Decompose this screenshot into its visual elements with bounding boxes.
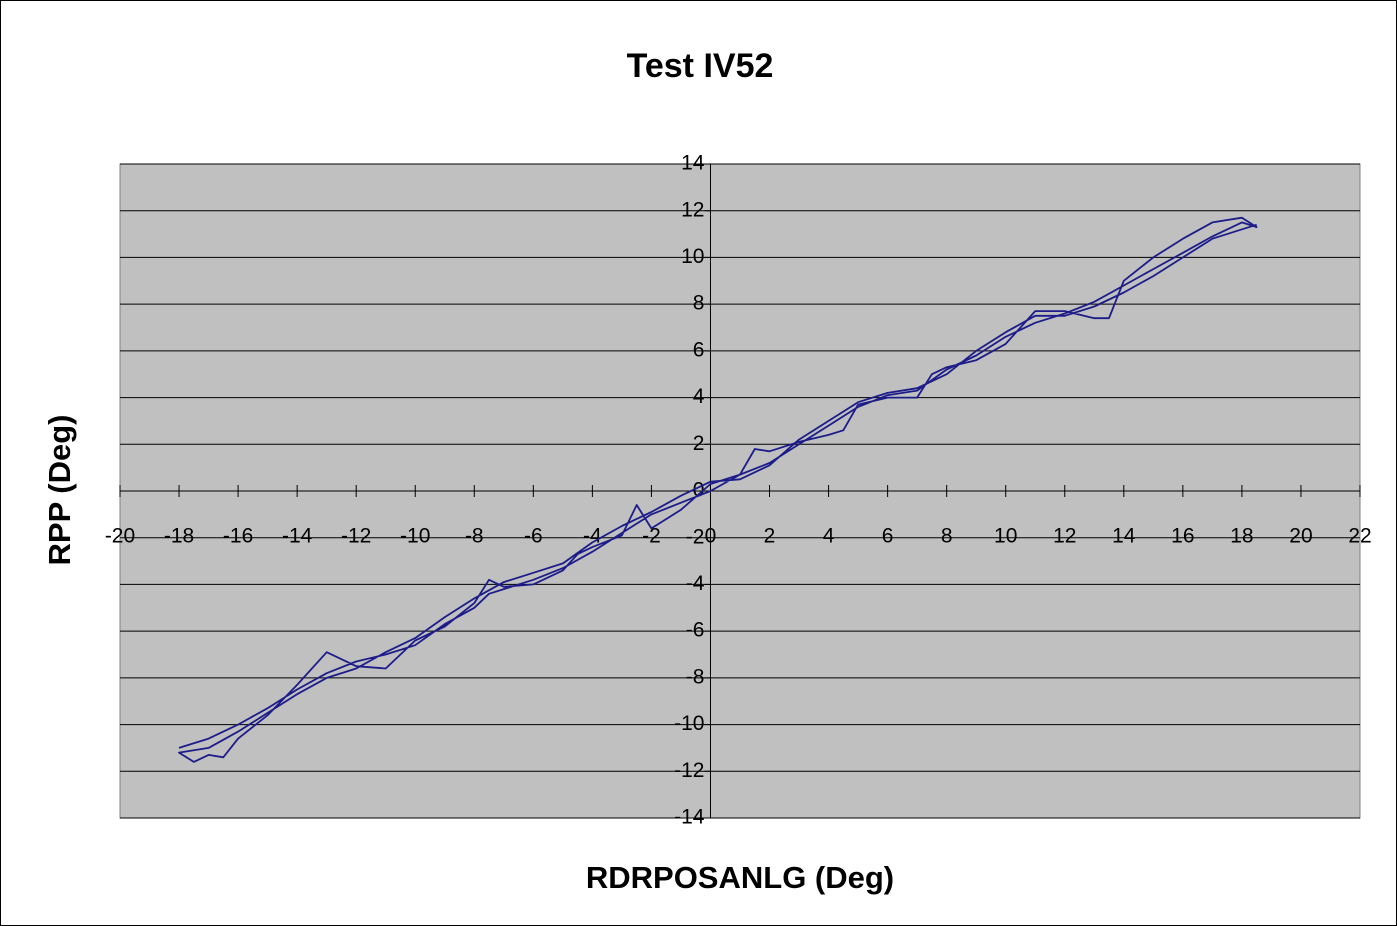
x-tick-label: 10 <box>994 525 1017 548</box>
y-tick-label: -14 <box>674 806 705 829</box>
x-tick-label: -2 <box>642 525 661 548</box>
y-tick-label: 6 <box>693 338 705 361</box>
y-tick-label: 4 <box>693 385 705 408</box>
x-tick-label: 14 <box>1112 525 1136 548</box>
x-tick-label: -6 <box>524 525 543 548</box>
x-tick-label: -4 <box>583 525 602 548</box>
x-tick-label: 18 <box>1230 525 1253 548</box>
x-tick-label: -14 <box>282 525 313 548</box>
x-tick-label: 12 <box>1053 525 1076 548</box>
x-tick-label: -16 <box>223 525 253 548</box>
chart-title: Test IV52 <box>627 47 774 85</box>
x-tick-label: 20 <box>1289 525 1312 548</box>
y-tick-label: -2 <box>686 525 705 548</box>
x-tick-label: 2 <box>764 525 776 548</box>
x-tick-label: -8 <box>465 525 484 548</box>
x-axis-label: RDRPOSANLG (Deg) <box>586 860 894 895</box>
y-tick-label: -6 <box>686 619 705 642</box>
x-tick-label: -10 <box>400 525 430 548</box>
y-tick-label: 8 <box>693 292 705 315</box>
x-tick-label: 6 <box>882 525 894 548</box>
x-tick-label: 8 <box>941 525 953 548</box>
y-tick-label: 0 <box>693 479 705 502</box>
y-tick-label: -8 <box>686 665 705 688</box>
y-axis-label: RPP (Deg) <box>42 414 77 565</box>
x-tick-label: -20 <box>105 525 135 548</box>
x-tick-label: 4 <box>823 525 835 548</box>
y-tick-label: -4 <box>686 572 705 595</box>
x-tick-label: 16 <box>1171 525 1194 548</box>
x-tick-label: -12 <box>341 525 371 548</box>
y-tick-label: 14 <box>681 152 705 175</box>
x-tick-label: 22 <box>1348 525 1371 548</box>
y-tick-label: -10 <box>674 712 704 735</box>
y-tick-label: 12 <box>681 198 704 221</box>
y-tick-label: 2 <box>693 432 705 455</box>
series-line <box>178 216 1258 763</box>
x-tick-label: -18 <box>164 525 194 548</box>
y-tick-label: -12 <box>674 759 704 782</box>
y-tick-label: 10 <box>681 245 704 268</box>
